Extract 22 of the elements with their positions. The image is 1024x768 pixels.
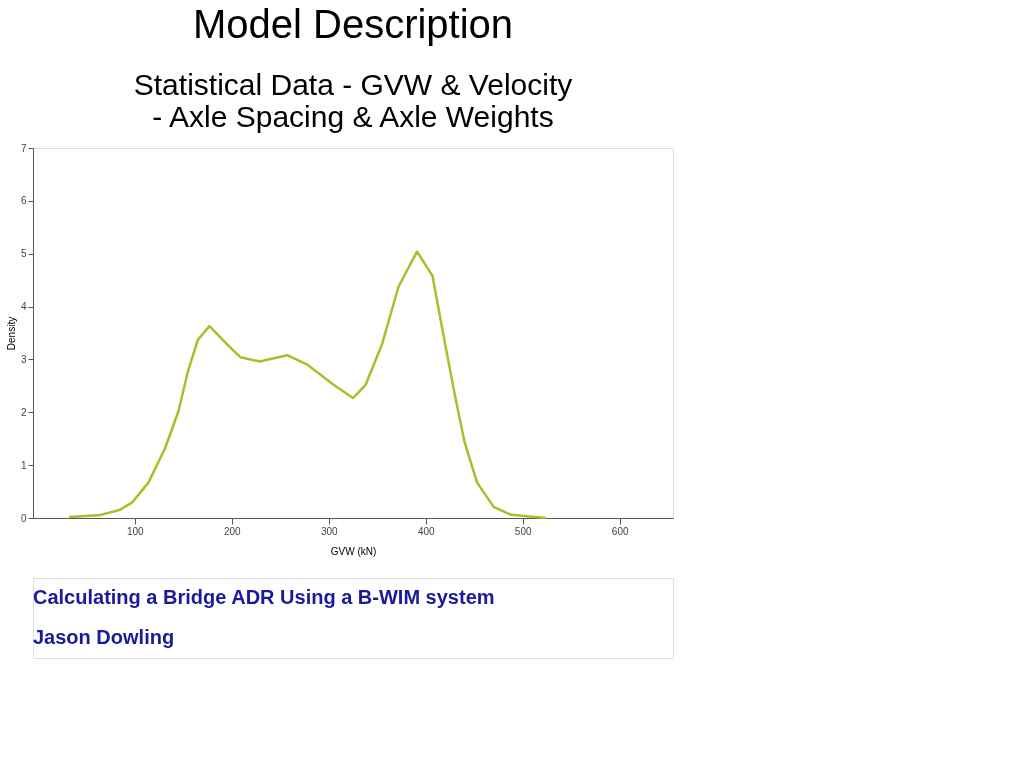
x-tick-label: 200 (223, 525, 242, 537)
chart-title: Model Description (192, 2, 514, 46)
y-tick-label: 4 (20, 301, 27, 313)
x-tick-label: 400 (417, 525, 436, 537)
y-tick-label: 6 (20, 195, 27, 207)
line-series (67, 250, 548, 520)
y-tick-label: 5 (20, 248, 27, 260)
y-tick-label: 3 (20, 353, 27, 365)
x-tick-label: 300 (320, 525, 339, 537)
y-tick-label: 0 (20, 512, 27, 524)
y-tick-label: 7 (20, 142, 27, 154)
y-axis-title: Density (5, 316, 17, 351)
y-tick-label: 1 (20, 459, 27, 471)
text: Jason Dowling (33, 626, 175, 648)
x-tick-label: 100 (126, 525, 145, 537)
y-tick-label: 2 (20, 406, 27, 418)
text: Statistical Data - GVW & Velocity (133, 68, 573, 101)
x-tick-label: 600 (611, 525, 629, 537)
text: Calculating a Bridge ADR Using a B-WIM system (33, 586, 495, 608)
x-tick-label: 500 (514, 525, 532, 537)
x-axis-title: GVW (kN) (330, 545, 377, 557)
text: - Axle Spacing & Axle Weights (152, 100, 554, 133)
